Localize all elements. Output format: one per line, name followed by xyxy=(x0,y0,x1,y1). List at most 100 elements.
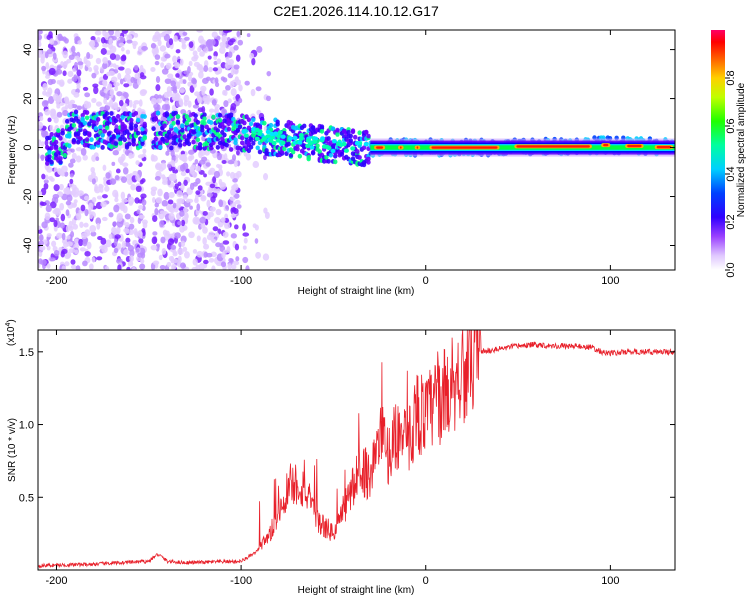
spectrogram-noise-cell xyxy=(104,185,110,192)
spectrogram-noise-cell xyxy=(98,183,103,189)
spectrogram-noise-cell xyxy=(86,241,92,250)
spectrogram-noise-cell xyxy=(215,208,222,216)
spectrogram-band-cell xyxy=(142,130,147,136)
spectrogram-noise-cell xyxy=(65,251,72,258)
spectrogram-noise-cell xyxy=(206,192,214,198)
spectrogram-band-cell xyxy=(129,117,134,123)
spectrogram-noise-cell xyxy=(213,55,218,61)
spectrogram-noise-cell xyxy=(221,108,226,117)
spectrogram-noise-cell xyxy=(38,30,43,35)
spectrogram-noise-cell xyxy=(222,231,229,238)
spectrogram-noise-cell xyxy=(76,84,81,90)
spectrogram-noise-cell xyxy=(233,193,240,199)
spectrogram-noise-cell xyxy=(142,222,148,229)
spectrogram-noise-cell xyxy=(49,217,55,223)
spectrogram-noise-cell xyxy=(86,51,91,60)
spectrogram-noise-cell xyxy=(95,57,102,65)
spectrogram-noise-cell xyxy=(106,71,111,77)
spectrogram-noise-cell xyxy=(230,213,237,219)
spectrogram-noise-cell xyxy=(161,68,169,75)
spectrogram-noise-cell xyxy=(45,204,52,213)
spectrogram-noise-cell xyxy=(41,100,49,108)
spectrogram-noise-cell xyxy=(63,187,70,194)
spectrogram-noise-cell xyxy=(199,44,207,49)
spectrogram-band-cell xyxy=(67,143,72,149)
spectrogram-noise-cell xyxy=(214,77,219,84)
spectrogram-noise-cell xyxy=(102,79,108,88)
spectrogram-noise-cell xyxy=(67,78,73,84)
spectrogram-noise-cell xyxy=(68,220,73,229)
spectrogram-noise-cell xyxy=(116,243,122,250)
spectrogram-band-cell xyxy=(186,141,192,147)
spectrogram-noise-cell xyxy=(120,95,125,101)
spectrogram-noise-cell xyxy=(119,202,125,208)
spectrogram-noise-cell xyxy=(114,197,119,203)
spectrogram-noise-cell xyxy=(212,226,219,232)
spectrogram-noise-cell xyxy=(234,243,240,251)
spectrogram-noise-cell xyxy=(255,251,262,259)
spectrogram-noise-cell xyxy=(96,222,101,230)
spectrogram-noise-cell xyxy=(93,86,99,95)
spectrogram-band-cell xyxy=(364,129,369,135)
spectrogram-noise-cell xyxy=(209,183,216,189)
spectrogram-band-cell xyxy=(113,118,119,124)
spectrogram-band-cell xyxy=(118,140,123,146)
colorbar-ticks: 0.0 0.2 0.4 0.6 0.8 xyxy=(725,70,737,278)
spectrogram-noise-cell xyxy=(203,173,207,178)
spectrogram-noise-cell xyxy=(187,149,195,155)
colorbar-tick-label: 0.4 xyxy=(725,166,737,181)
spectrogram-noise-cell xyxy=(70,148,75,153)
spectrogram-band-cell xyxy=(310,125,316,131)
spectrogram-band-cell xyxy=(133,127,139,133)
spectrogram-noise-cell xyxy=(208,231,215,237)
spectrogram-band-cell xyxy=(255,145,260,151)
spectrogram-noise-cell xyxy=(214,82,220,88)
spectrogram-noise-cell xyxy=(221,159,227,165)
spectrogram-band-cell xyxy=(197,142,203,147)
spectrogram-band-cell xyxy=(58,156,63,161)
spectrogram-band-cell xyxy=(237,124,243,130)
spectrogram-band-cell xyxy=(49,159,54,165)
spectrogram-band-cell xyxy=(295,143,300,149)
spectrogram-noise-cell xyxy=(48,176,54,181)
spectrogram-noise-cell xyxy=(206,94,211,102)
spectrogram-noise-cell xyxy=(155,84,161,92)
spectrogram-noise-cell xyxy=(66,194,73,202)
spectrogram-noise-cell xyxy=(177,181,182,187)
spectrogram-noise-cell xyxy=(109,178,117,185)
spectrogram-noise-cell xyxy=(132,170,138,176)
spectrogram-noise-cell xyxy=(112,150,119,156)
spectrogram-noise-cell xyxy=(40,56,45,64)
spectrogram-bright-cell xyxy=(265,129,271,135)
spectrogram-band-cell xyxy=(220,122,225,127)
spectrogram-noise-cell xyxy=(208,44,213,51)
spectrogram-x-ticks: -200 -100 0 100 xyxy=(45,30,620,287)
spectrogram-band-cell xyxy=(240,140,245,146)
spectrogram-noise-cell xyxy=(236,30,241,38)
spectrogram-noise-cell xyxy=(38,240,44,246)
spectrogram-noise-cell xyxy=(114,174,120,181)
spectrogram-band-cell xyxy=(158,144,163,150)
spectrogram-band-cell xyxy=(290,149,296,155)
spectrogram-noise-cell xyxy=(68,248,76,253)
spectrogram-band-cell xyxy=(240,135,245,141)
spectrogram-noise-cell xyxy=(141,46,148,51)
spectrogram-noise-cell xyxy=(170,244,177,250)
spectrogram-noise-cell xyxy=(73,91,80,98)
snr-x-tick-label: -200 xyxy=(45,575,67,587)
spectrogram-noise-cell xyxy=(70,259,76,265)
spectrogram-noise-cell xyxy=(227,160,235,165)
spectrogram-noise-cell xyxy=(201,88,206,96)
spectrogram-band-cell xyxy=(47,135,52,141)
spectrogram-band-cell xyxy=(217,112,223,118)
spectrogram-core-cell xyxy=(627,144,642,148)
spectrogram-band-cell xyxy=(186,117,192,123)
spectrogram-bright-cell xyxy=(350,146,356,151)
spectrogram-band-cell xyxy=(98,124,103,130)
spectrogram-noise-cell xyxy=(188,155,193,162)
spectrogram-band-cell xyxy=(129,126,134,131)
spectrogram-noise-cell xyxy=(128,99,133,108)
spectrogram-noise-cell xyxy=(109,88,115,97)
spectrogram-noise-cell xyxy=(160,236,166,244)
